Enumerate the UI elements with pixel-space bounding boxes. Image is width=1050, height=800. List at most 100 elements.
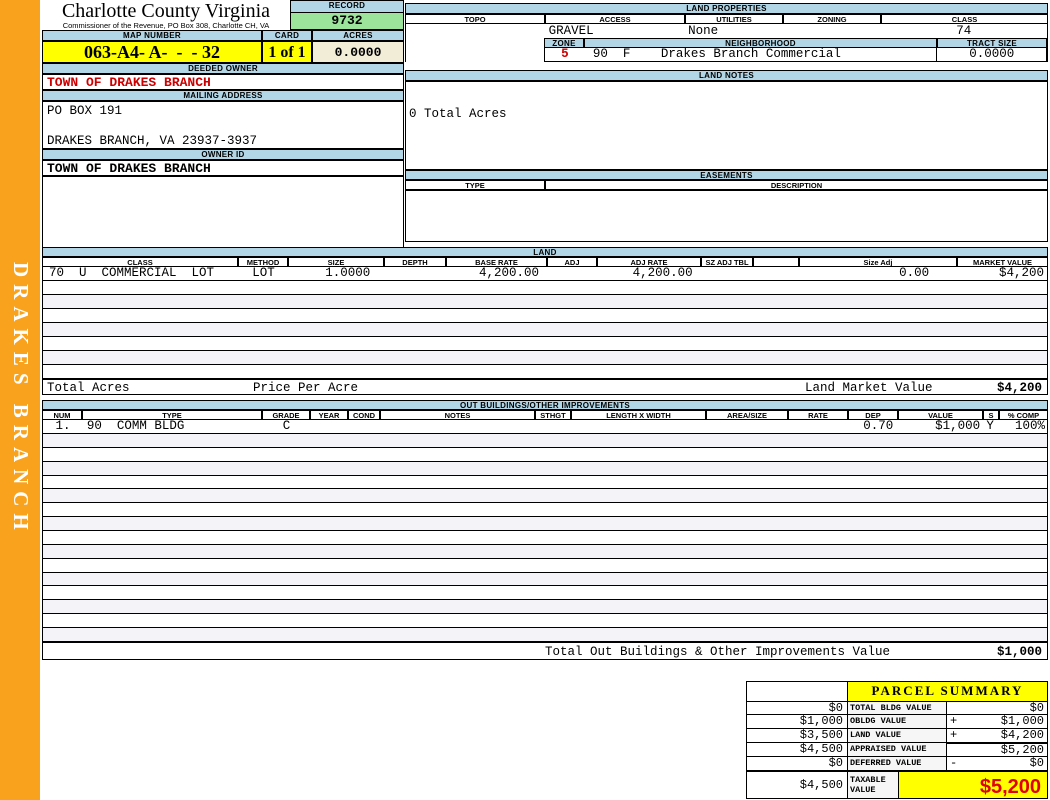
land-col-depth: DEPTH [384,257,446,267]
land-table: LAND CLASS METHOD SIZE DEPTH BASE RATE A… [42,247,1048,395]
summary-operator: - [950,756,958,770]
land-properties-values: GRAVEL None 74 ZONE NEIGHBORHOOD TRACT S… [405,24,1048,62]
out-buildings-table: OUT BUILDINGS/OTHER IMPROVEMENTS NUM TYP… [42,400,1048,642]
parcel-summary-title: PARCEL SUMMARY [847,682,1047,701]
land-market-value-total: $4,200 [996,381,1042,395]
ob-year-value [310,420,348,433]
ob-grade-value: C [282,420,291,433]
zone-row-spacer [406,38,544,62]
access-column-label: ACCESS [545,14,685,24]
mailing-address-label: MAILING ADDRESS [42,90,404,101]
land-table-title: LAND [42,247,1048,257]
ob-col-year: YEAR [310,410,348,420]
land-col-blank [753,257,799,267]
owner-id-value: TOWN OF DRAKES BRANCH [42,160,404,176]
land-properties-value-row: GRAVEL None 74 [406,24,1047,38]
address-line-blank [47,119,403,134]
summary-right-value: $0 [1029,756,1044,770]
card-label: CARD [262,30,312,41]
summary-header-spacer [747,682,847,701]
taxable-value: $5,200 [899,772,1047,798]
class-value: 74 [956,24,972,38]
land-adj-value [547,267,597,280]
land-col-size-adj: Size Adj [799,257,957,267]
land-col-class: CLASS [42,257,238,267]
out-buildings-total-row: Total Out Buildings & Other Improvements… [42,642,1048,660]
empty-table-row [43,337,1047,351]
utilities-value: None [688,24,719,38]
address-line-1: PO BOX 191 [47,104,123,118]
ob-col-dep: DEP [848,410,898,420]
sidebar-parcel-name: DRAKES BRANCH [9,262,33,537]
deeded-owner-label: DEEDED OWNER [42,63,404,74]
land-empty-rows [42,281,1048,379]
summary-right-cell: + $4,200 [947,729,1047,742]
map-card-acres-values: 063-A4- A- - - 32 1 of 1 0.0000 [42,41,404,63]
record-value: 9732 [291,12,403,29]
empty-table-row [43,447,1047,462]
empty-table-row [43,531,1047,545]
land-base-rate-value: 4,200.00 [478,267,539,280]
out-buildings-empty-rows [42,434,1048,642]
land-market-value-label: Land Market Value [805,381,933,395]
address-line-2: DRAKES BRANCH, VA 23937-3937 [47,134,258,148]
ob-col-notes: NOTES [380,410,535,420]
total-acres-label: Total Acres [47,381,130,395]
land-col-adj: ADJ [547,257,597,267]
summary-row-label: OBLDG VALUE [847,715,947,728]
out-buildings-total-value: $1,000 [996,645,1042,659]
ob-col-type: TYPE [82,410,262,420]
ob-col-sthgt: STHGT [535,410,571,420]
summary-left-value: $0 [828,756,843,770]
topo-value [406,24,546,38]
ob-area-size-value [706,420,788,433]
empty-table-row [43,475,1047,490]
empty-table-row [43,600,1047,615]
empty-table-row [43,572,1047,587]
summary-right-cell: + $1,000 [947,715,1047,728]
empty-table-row [43,517,1047,532]
land-sz-adj-tbl-value [701,267,753,280]
zone-neighborhood-row: ZONE NEIGHBORHOOD TRACT SIZE 5 90 F Drak… [406,38,1047,62]
land-properties-column-headers: TOPO ACCESS UTILITIES ZONING CLASS [405,14,1048,24]
land-size-adj-value: 0.00 [899,267,930,280]
county-header: Charlotte County Virginia Commissioner o… [42,0,290,30]
ob-num-value: 1. [55,420,71,433]
summary-left-value: $4,500 [799,742,843,756]
ob-cond-value [348,420,380,433]
out-buildings-column-headers: NUM TYPE GRADE YEAR COND NOTES STHGT LEN… [42,410,1048,420]
ob-col-pct-comp: % COMP [999,410,1048,420]
mailing-address: PO BOX 191 DRAKES BRANCH, VA 23937-3937 [42,101,404,149]
commissioner-line: Commissioner of the Revenue, PO Box 308,… [62,21,270,30]
price-per-acre-label: Price Per Acre [253,381,359,395]
land-col-size: SIZE [288,257,384,267]
land-class-value: 70 U COMMERCIAL LOT [49,267,215,280]
map-card-acres-labels: MAP NUMBER CARD ACRES [42,30,404,41]
empty-table-row [43,544,1047,559]
easements-empty-area [405,190,1048,242]
parcel-summary: PARCEL SUMMARY $0 TOTAL BLDG VALUE $0 $1… [746,681,1048,799]
easement-description-label: DESCRIPTION [545,180,1048,190]
land-note-text: 0 Total Acres [409,107,507,121]
summary-row-deferred: $0 DEFERRED VALUE - $0 [747,756,1047,770]
summary-left-value: $3,500 [799,728,843,742]
land-notes-box: 0 Total Acres [405,81,1048,170]
ob-sthgt-value [535,420,571,433]
summary-right-value: $0 [1029,701,1044,715]
ob-dep-value: 0.70 [863,420,894,433]
empty-table-row [43,434,1047,448]
summary-right-cell: $0 [947,701,1047,715]
zone-neighborhood-headers: ZONE NEIGHBORHOOD TRACT SIZE [544,38,1047,48]
neighborhood-value: Drakes Branch Commercial [660,47,841,61]
summary-row-appraised: $4,500 APPRAISED VALUE $5,200 [747,742,1047,757]
topo-column-label: TOPO [405,14,545,24]
tract-size-value: 0.0000 [936,48,1046,61]
land-data-row: 70 U COMMERCIAL LOT LOT 1.0000 4,200.00 … [42,267,1048,281]
zone-neighborhood-values: 5 90 F Drakes Branch Commercial 0.0000 [544,48,1047,62]
land-totals-row: Total Acres Price Per Acre Land Market V… [42,379,1048,395]
ob-col-num: NUM [42,410,82,420]
ob-col-grade: GRADE [262,410,310,420]
ob-col-area-size: AREA/SIZE [706,410,788,420]
tract-size-label: TRACT SIZE [937,38,1047,48]
easement-type-label: TYPE [405,180,545,190]
